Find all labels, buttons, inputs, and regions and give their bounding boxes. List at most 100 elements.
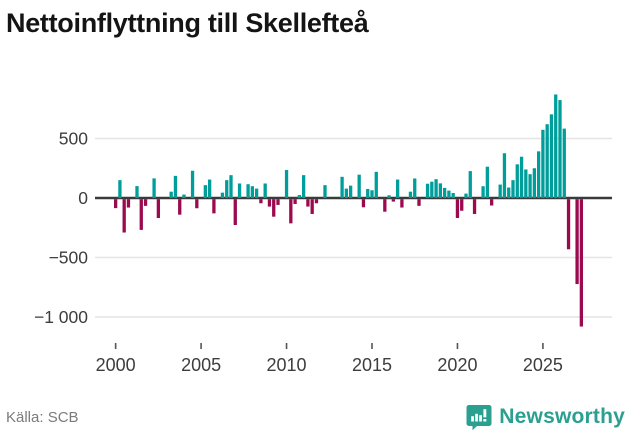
bar-negative: [460, 199, 464, 211]
bar-negative: [293, 199, 297, 204]
newsworthy-logo: Newsworthy: [466, 404, 631, 431]
bar-negative: [139, 199, 143, 230]
bar-positive: [413, 178, 417, 198]
y-axis-tick-label: −500: [49, 248, 89, 268]
y-axis-tick-label: 500: [59, 129, 88, 149]
bar-positive: [203, 185, 208, 198]
y-axis-tick-label: 0: [78, 188, 88, 208]
bar-negative: [391, 199, 396, 202]
bar-positive: [447, 190, 451, 198]
bar-negative: [566, 199, 571, 250]
bar-positive: [515, 164, 519, 198]
bar-positive: [229, 175, 233, 198]
bar-positive: [549, 114, 554, 198]
bar-negative: [400, 199, 404, 208]
bar-positive: [250, 186, 255, 198]
bar-positive: [323, 185, 327, 198]
bar-negative: [212, 199, 216, 214]
bar-positive: [438, 183, 443, 198]
bar-positive: [485, 166, 490, 198]
bar-negative: [195, 199, 199, 209]
bar-positive: [502, 153, 507, 198]
bar-negative: [178, 199, 182, 215]
bar-positive: [554, 94, 558, 198]
x-axis-tick-label: 2015: [352, 355, 392, 375]
bar-positive: [425, 183, 430, 198]
bar-positive: [468, 171, 472, 198]
bar-negative: [143, 199, 148, 206]
bar-positive: [297, 195, 302, 199]
bar-positive: [481, 186, 485, 198]
bar-positive: [348, 185, 353, 198]
chart-canvas: 500 0 −500 −1 000 2000 2005 2010 2015 2020 2025: [34, 94, 612, 375]
bar-positive: [220, 192, 225, 199]
bar-negative: [113, 199, 118, 209]
x-axis-tick-label: 2020: [437, 355, 477, 375]
x-axis-tick-label: 2000: [96, 355, 136, 375]
bar-negative: [259, 199, 263, 204]
bar-negative: [122, 199, 126, 233]
bar-negative: [575, 199, 579, 285]
bar-positive: [366, 188, 370, 198]
bar-positive: [190, 170, 195, 198]
y-axis-tick-label: −1 000: [34, 307, 88, 327]
x-axis-tick-label: 2010: [267, 355, 307, 375]
x-axis-tick-label: 2025: [523, 355, 563, 375]
bar-positive: [511, 180, 515, 198]
bar-positive: [545, 124, 549, 198]
bar-positive: [558, 100, 562, 198]
bar-chart-speech-bubble-icon: [466, 404, 492, 430]
bar-chart: 500 0 −500 −1 000 2000 2005 2010 2015 2020 2025: [0, 58, 631, 388]
bar-positive: [541, 129, 545, 198]
bar-positive: [430, 181, 434, 198]
bar-negative: [455, 199, 460, 218]
bar-negative: [126, 199, 131, 208]
bar-positive: [207, 179, 212, 199]
bar-negative: [417, 199, 421, 206]
bar-positive: [357, 174, 361, 198]
source-label: Källa: SCB: [6, 408, 79, 426]
bar-negative: [310, 199, 314, 214]
bar-positive: [370, 190, 374, 198]
x-axis-tick-label: 2005: [181, 355, 221, 375]
bar-negative: [267, 199, 272, 207]
bar-positive: [152, 178, 156, 198]
bar-positive: [395, 179, 400, 199]
bar-negative: [306, 199, 310, 207]
bar-positive: [519, 156, 524, 198]
bar-positive: [562, 128, 566, 198]
bar-positive: [340, 176, 344, 198]
bar-negative: [156, 199, 161, 218]
bar-positive: [225, 180, 229, 198]
bar-negative: [383, 199, 387, 212]
bar-positive: [246, 184, 250, 198]
bar-positive: [284, 170, 289, 198]
bar-negative: [489, 199, 494, 206]
bar-positive: [169, 191, 173, 198]
bar-positive: [173, 175, 178, 198]
bar-positive: [536, 151, 541, 198]
bar-positive: [524, 169, 528, 198]
bar-negative: [276, 199, 280, 205]
bar-negative: [289, 199, 293, 224]
bar-positive: [442, 187, 447, 198]
bar-positive: [528, 174, 532, 198]
bar-negative: [272, 199, 276, 217]
page-title: Nettoinflyttning till Skellefteå: [6, 8, 369, 38]
bar-negative: [579, 199, 584, 327]
bar-positive: [507, 187, 511, 198]
bar-positive: [237, 183, 242, 198]
bar-negative: [233, 199, 237, 226]
bar-positive: [182, 194, 186, 198]
bar-negative: [472, 199, 477, 214]
bar-positive: [254, 188, 259, 198]
bar-positive: [532, 168, 537, 198]
brand-name: Newsworthy: [499, 405, 625, 428]
bar-positive: [434, 179, 438, 198]
bar-negative: [361, 199, 366, 208]
bar-positive: [344, 188, 349, 198]
bar-positive: [451, 193, 455, 198]
bar-positive: [498, 184, 502, 198]
bar-positive: [464, 193, 468, 198]
bar-positive: [374, 171, 378, 198]
